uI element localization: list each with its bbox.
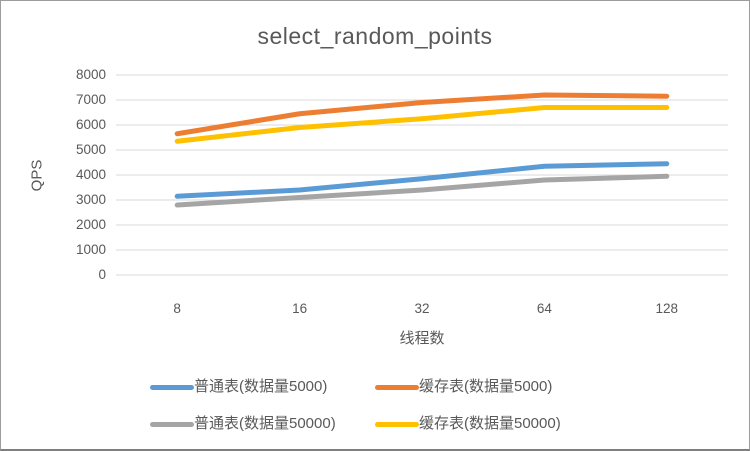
legend-label: 普通表(数据量5000) xyxy=(194,378,328,395)
y-axis-tick-label: 6000 xyxy=(75,117,106,132)
legend-label: 缓存表(数据量5000) xyxy=(419,378,553,395)
series-line xyxy=(174,92,670,137)
y-axis-tick-label: 0 xyxy=(98,267,106,282)
legend-swatch-icon xyxy=(150,421,194,427)
x-axis-tick-label: 16 xyxy=(292,301,308,316)
y-axis-tick-label: 3000 xyxy=(75,192,106,207)
legend-swatch-icon xyxy=(375,421,419,427)
series-line xyxy=(174,173,670,208)
series-line xyxy=(174,105,670,144)
y-axis-tick-label: 1000 xyxy=(75,242,106,257)
legend-entry: 缓存表(数据量50000) xyxy=(375,414,600,434)
x-axis-title: 线程数 xyxy=(399,330,445,347)
y-axis-ticks: 0 1000 2000 3000 4000 5000 6000 7000 8000 xyxy=(1,67,106,282)
legend-label: 缓存表(数据量50000) xyxy=(419,415,561,432)
x-axis-ticks: 8 16 32 64 128 xyxy=(116,301,728,319)
legend-swatch-icon xyxy=(375,384,419,390)
plot-area xyxy=(116,74,728,276)
legend-entry: 缓存表(数据量5000) xyxy=(375,377,600,397)
legend-row: 普通表(数据量5000) 缓存表(数据量5000) xyxy=(150,377,600,397)
chart-title: select_random_points xyxy=(257,23,493,49)
series-line xyxy=(174,161,670,199)
legend-label: 普通表(数据量50000) xyxy=(194,415,336,432)
legend-entry: 普通表(数据量5000) xyxy=(150,377,375,397)
y-axis-tick-label: 2000 xyxy=(75,217,106,232)
y-axis-tick-label: 7000 xyxy=(75,92,106,107)
legend-swatch-icon xyxy=(150,384,194,390)
legend: 普通表(数据量5000) 缓存表(数据量5000) 普通表(数据量50000) 缓存表… xyxy=(1,377,749,434)
legend-row: 普通表(数据量50000) 缓存表(数据量50000) xyxy=(150,414,600,434)
y-axis-tick-label: 4000 xyxy=(75,167,106,182)
y-axis-tick-label: 5000 xyxy=(75,142,106,157)
x-axis-tick-label: 64 xyxy=(536,301,552,316)
y-axis-tick-label: 8000 xyxy=(75,67,106,82)
x-axis-tick-label: 8 xyxy=(173,301,181,316)
x-axis-tick-label: 128 xyxy=(655,301,679,316)
legend-entry: 普通表(数据量50000) xyxy=(150,414,375,434)
x-axis-tick-label: 32 xyxy=(414,301,430,316)
